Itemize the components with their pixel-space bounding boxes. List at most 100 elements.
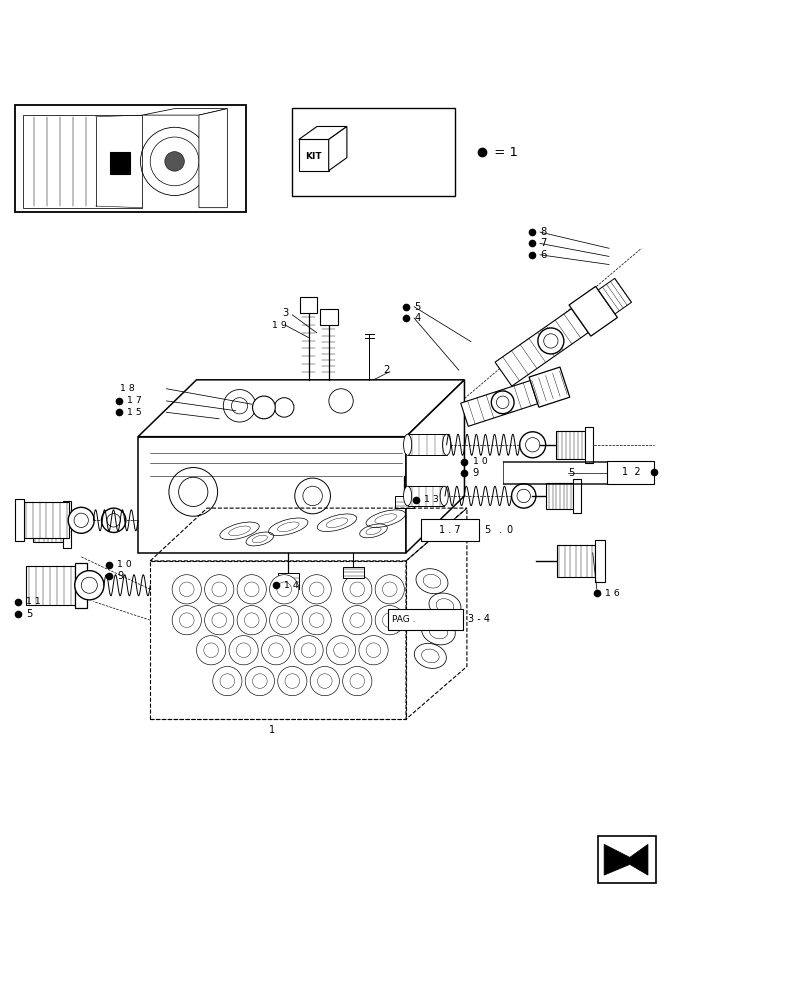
Polygon shape (573, 479, 580, 513)
Circle shape (204, 606, 234, 635)
Circle shape (172, 575, 201, 604)
Text: 1 3: 1 3 (423, 495, 438, 504)
Circle shape (496, 396, 508, 409)
Circle shape (366, 643, 380, 658)
Polygon shape (320, 309, 337, 325)
Text: 0: 0 (506, 525, 513, 535)
Polygon shape (556, 545, 594, 577)
Circle shape (68, 507, 94, 533)
Text: 1 4: 1 4 (284, 581, 298, 590)
Circle shape (375, 575, 404, 604)
Polygon shape (607, 461, 654, 484)
Text: 3 - 4: 3 - 4 (467, 614, 489, 624)
Circle shape (358, 636, 388, 665)
Polygon shape (298, 126, 346, 139)
Ellipse shape (440, 486, 448, 506)
Circle shape (107, 514, 120, 527)
Text: 1 6: 1 6 (604, 589, 619, 598)
Circle shape (543, 334, 557, 348)
Polygon shape (277, 573, 298, 589)
Polygon shape (26, 566, 75, 605)
Polygon shape (15, 499, 24, 541)
Polygon shape (584, 427, 592, 463)
Text: 1: 1 (268, 725, 275, 735)
Circle shape (317, 674, 332, 688)
Polygon shape (138, 437, 406, 553)
Circle shape (303, 486, 322, 506)
Polygon shape (598, 278, 631, 314)
Circle shape (204, 643, 218, 658)
Circle shape (252, 674, 267, 688)
Circle shape (294, 478, 330, 514)
Circle shape (326, 636, 355, 665)
Polygon shape (546, 483, 573, 509)
Circle shape (277, 582, 291, 597)
Circle shape (333, 643, 348, 658)
Text: 1 0: 1 0 (472, 457, 487, 466)
Circle shape (525, 438, 539, 452)
Circle shape (511, 484, 535, 508)
Polygon shape (32, 506, 63, 542)
Polygon shape (199, 109, 227, 208)
Polygon shape (594, 540, 604, 582)
Polygon shape (138, 380, 464, 437)
Polygon shape (63, 501, 71, 548)
Circle shape (179, 582, 194, 597)
Circle shape (342, 575, 371, 604)
Text: KIT: KIT (304, 152, 321, 161)
Circle shape (74, 513, 88, 527)
Circle shape (310, 666, 339, 696)
Ellipse shape (403, 434, 411, 455)
Circle shape (269, 575, 298, 604)
Text: 6: 6 (539, 250, 546, 260)
Polygon shape (142, 109, 227, 115)
Circle shape (491, 391, 513, 414)
Polygon shape (460, 381, 537, 426)
Circle shape (302, 606, 331, 635)
Polygon shape (569, 286, 616, 336)
Polygon shape (597, 836, 655, 883)
Polygon shape (299, 297, 317, 313)
Text: 8: 8 (539, 227, 546, 237)
Polygon shape (529, 367, 569, 407)
Circle shape (101, 508, 126, 532)
Circle shape (237, 575, 266, 604)
Polygon shape (406, 380, 464, 553)
Circle shape (212, 613, 226, 627)
Circle shape (519, 432, 545, 458)
Circle shape (328, 389, 353, 413)
Circle shape (309, 613, 324, 627)
Circle shape (342, 606, 371, 635)
Text: 9: 9 (117, 571, 123, 581)
Circle shape (172, 606, 201, 635)
Text: 1  2: 1 2 (621, 467, 639, 477)
Circle shape (537, 328, 563, 354)
Polygon shape (407, 486, 444, 506)
Ellipse shape (403, 486, 411, 506)
Circle shape (382, 582, 397, 597)
Polygon shape (328, 126, 346, 171)
Circle shape (274, 398, 294, 417)
Circle shape (212, 582, 226, 597)
Text: 1 8: 1 8 (120, 384, 135, 393)
Polygon shape (342, 567, 363, 578)
Polygon shape (395, 496, 414, 508)
Circle shape (382, 613, 397, 627)
Circle shape (169, 468, 217, 516)
Circle shape (302, 575, 331, 604)
Circle shape (350, 674, 364, 688)
Text: .: . (498, 525, 501, 535)
Text: 1 0: 1 0 (117, 560, 131, 569)
Polygon shape (23, 502, 69, 538)
Text: PAG .: PAG . (392, 615, 415, 624)
Circle shape (268, 643, 283, 658)
Circle shape (220, 674, 234, 688)
Text: 9: 9 (472, 468, 478, 478)
Text: 1 7: 1 7 (127, 396, 142, 405)
Circle shape (229, 636, 258, 665)
Text: 5: 5 (26, 609, 32, 619)
Ellipse shape (442, 434, 450, 455)
Text: 1 1: 1 1 (26, 597, 41, 606)
Circle shape (285, 674, 299, 688)
Text: 1 . 7: 1 . 7 (439, 525, 460, 535)
